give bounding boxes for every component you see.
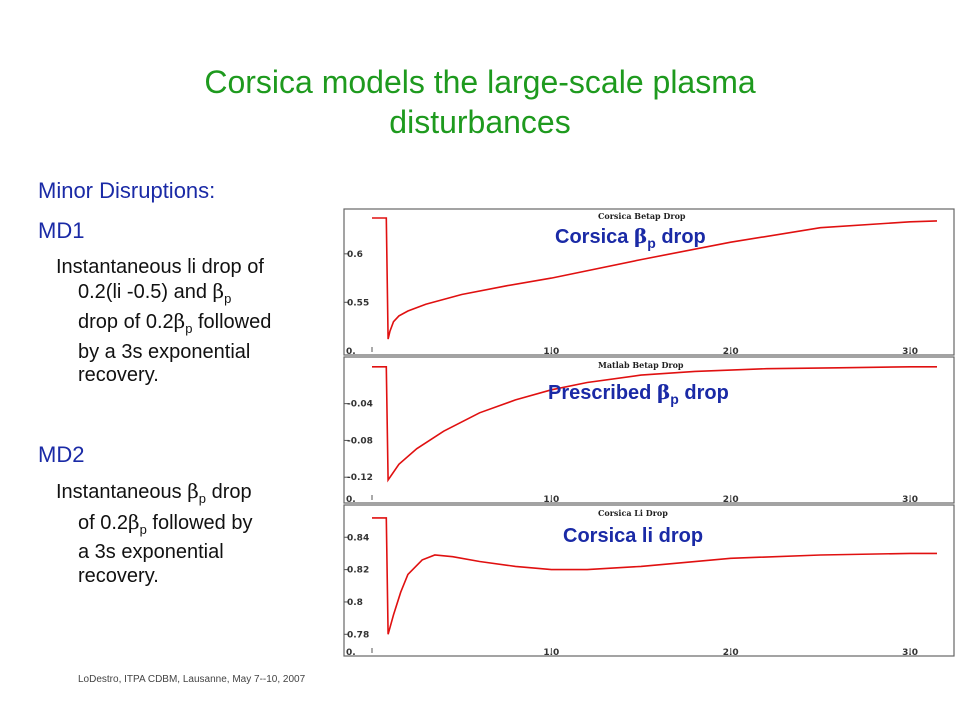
series-line-1 [372, 365, 937, 483]
overlay-label: Corsica li drop [563, 525, 703, 547]
md1-line3: drop of 0.2βp followed [78, 309, 272, 336]
minor-disruptions-heading: Minor Disruptions: [38, 178, 216, 203]
x-tick-label: 3.0 [902, 495, 918, 505]
y-tick-label: 0.55 [347, 298, 369, 308]
md2-line4: recovery. [78, 564, 159, 587]
md2-label: MD2 [38, 442, 85, 467]
x-tick-label: 1.0 [543, 648, 559, 658]
y-tick-label: -0.12 [347, 473, 373, 483]
y-tick-label: 0.82 [347, 566, 369, 576]
panel-title: Matlab Betap Drop [598, 360, 684, 370]
md2-description: Instantaneous βp drop of 0.2βp followed … [56, 479, 348, 588]
x-tick-label: 0. [346, 347, 356, 357]
chart-panel-3: Corsica Li Drop 0. 1.0 2.0 3.0 0.84 0.82 0.8 0.7… [343, 504, 955, 658]
slide-title: Corsica models the large-scale plasma di… [120, 62, 840, 142]
md1-label: MD1 [38, 218, 85, 243]
md2-line1: Instantaneous βp drop [56, 479, 252, 506]
footer-citation: LoDestro, ITPA CDBM, Lausanne, May 7--10… [78, 674, 306, 685]
slide-title-line2: disturbances [389, 104, 571, 140]
overlay-label: Prescribed βp drop [548, 380, 729, 407]
y-tick-label: -0.08 [347, 436, 373, 446]
y-tick-label: 0.84 [347, 533, 369, 543]
panel-frame [343, 356, 955, 504]
series-line-1 [372, 517, 937, 635]
series-line-1 [372, 217, 938, 340]
overlay-label: Corsica βp drop [555, 224, 706, 251]
md1-line2: 0.2(li -0.5) and βp [78, 278, 232, 306]
x-tick-label: 1.0 [543, 347, 559, 357]
chart-panel-2: Matlab Betap Drop 0. 1.0 2.0 3.0 -0.04 -0.08 -0… [343, 356, 955, 505]
x-tick-label: 0. [346, 648, 356, 658]
x-tick-label: 3.0 [902, 648, 918, 658]
panel-frame [343, 504, 955, 657]
y-tick-label: 0.6 [347, 250, 363, 260]
x-tick-label: 2.0 [723, 347, 739, 357]
y-tick-label: 0.78 [347, 630, 369, 640]
panel-title: Corsica Betap Drop [598, 211, 686, 221]
md1-line5: recovery. [78, 364, 159, 386]
md1-description: Instantaneous li drop of 0.2(li -0.5) an… [56, 256, 348, 388]
slide-title-line1: Corsica models the large-scale plasma [204, 64, 756, 100]
x-tick-label: 2.0 [723, 648, 739, 658]
x-tick-label: 1.0 [543, 495, 559, 505]
panel-frame [343, 208, 955, 356]
panel-title: Corsica Li Drop [598, 508, 668, 518]
x-tick-label: 0. [346, 495, 356, 505]
chart-panel-1: Corsica Betap Drop 0. 1.0 2.0 3.0 0.6 0.55 Cors… [343, 208, 955, 357]
md2-line2: of 0.2βp followed by [78, 509, 253, 537]
md2-line3: a 3s exponential [78, 541, 224, 563]
y-tick-label: -0.04 [347, 400, 373, 410]
x-tick-label: 2.0 [723, 495, 739, 505]
x-tick-label: 3.0 [902, 347, 918, 357]
md1-line4: by a 3s exponential [78, 340, 251, 363]
md1-line1: Instantaneous li drop of [56, 256, 264, 278]
y-tick-label: 0.8 [347, 598, 363, 608]
